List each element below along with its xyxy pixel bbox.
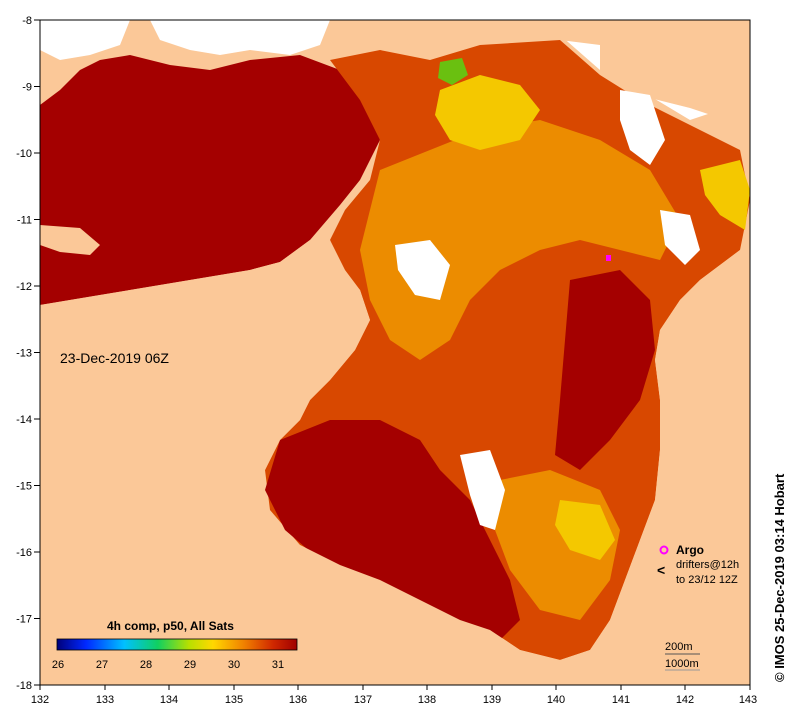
y-tick-label: -16 [16, 547, 32, 559]
colorbar-tick-label: 29 [184, 659, 196, 671]
colorbar-tick-label: 31 [272, 659, 284, 671]
colorbar-tick-label: 27 [96, 659, 108, 671]
imos-credit: © IMOS 25-Dec-2019 03:14 Hobart [772, 473, 787, 682]
x-tick-label: 133 [96, 694, 114, 706]
cloud-gap-north [40, 20, 750, 120]
colorbar-tick-label: 28 [140, 659, 152, 671]
y-tick-label: -9 [22, 82, 32, 94]
colorbar-gradient [56, 638, 298, 651]
x-tick-label: 134 [160, 694, 178, 706]
x-tick-label: 137 [354, 694, 372, 706]
y-tick-label: -11 [17, 215, 32, 227]
x-tick-label: 139 [483, 694, 501, 706]
cloud-gap-gulf-1 [395, 240, 450, 300]
sst-gulf-hot-south [265, 420, 520, 640]
sst-cool-south [555, 500, 615, 560]
x-tick-label: 138 [418, 694, 436, 706]
date-label: 23-Dec-2019 06Z [60, 350, 169, 366]
y-tick-label: -8 [22, 15, 32, 27]
y-tick-label: -12 [16, 281, 32, 293]
papua-east-land [600, 20, 750, 125]
cloud-patch-west [40, 20, 130, 60]
x-tick-label: 136 [289, 694, 307, 706]
drifter-legend-icon: < [657, 562, 665, 578]
sst-gulf-hot-core [555, 270, 655, 470]
y-tick-label: -14 [16, 414, 32, 426]
x-tick-label: 132 [31, 694, 49, 706]
drifters-legend-label: drifters@12h [676, 559, 739, 571]
x-tick-label: 143 [739, 694, 757, 706]
islands-west [40, 225, 100, 255]
y-tick-label: -17 [16, 614, 32, 626]
colorbar: 4h comp, p50, All Sats 26 27 28 29 30 31 [52, 619, 298, 671]
argo-legend-label: Argo [676, 543, 704, 557]
sst-west-sea [40, 55, 380, 305]
x-tick-label: 135 [225, 694, 243, 706]
cloud-gap-gulf-3 [660, 210, 700, 265]
colorbar-title: 4h comp, p50, All Sats [107, 619, 234, 633]
sst-cool-east [700, 160, 750, 230]
x-axis: 132 133 134 135 136 137 138 139 140 141 … [31, 685, 757, 706]
sst-cool-north [435, 75, 540, 150]
cloud-patch-center [150, 20, 330, 55]
colorbar-tick-label: 26 [52, 659, 64, 671]
y-tick-label: -13 [16, 348, 32, 360]
x-tick-label: 141 [612, 694, 630, 706]
papua-coast-land [400, 20, 600, 50]
sst-cold-patch [438, 58, 468, 85]
map-area [40, 20, 750, 685]
y-axis: -8 -9 -10 -11 -12 -13 -14 -15 -16 -17 -1… [16, 15, 40, 692]
legend: Argo < drifters@12h to 23/12 12Z 200m 10… [657, 543, 739, 671]
x-tick-label: 140 [547, 694, 565, 706]
cloud-gap-gulf-2 [460, 450, 505, 530]
contour-1000m-label: 1000m [665, 658, 699, 670]
argo-legend-icon [659, 545, 669, 555]
argo-float-marker [606, 255, 611, 261]
cloud-gap-gulf-4 [620, 90, 665, 165]
y-tick-label: -10 [16, 148, 32, 160]
arnhem-land [40, 240, 750, 685]
y-tick-label: -15 [16, 481, 32, 493]
x-tick-label: 142 [676, 694, 694, 706]
contour-200m-label: 200m [665, 641, 693, 653]
colorbar-tick-label: 30 [228, 659, 240, 671]
y-tick-label: -18 [16, 680, 32, 692]
drifters-legend-period: to 23/12 12Z [676, 574, 738, 586]
